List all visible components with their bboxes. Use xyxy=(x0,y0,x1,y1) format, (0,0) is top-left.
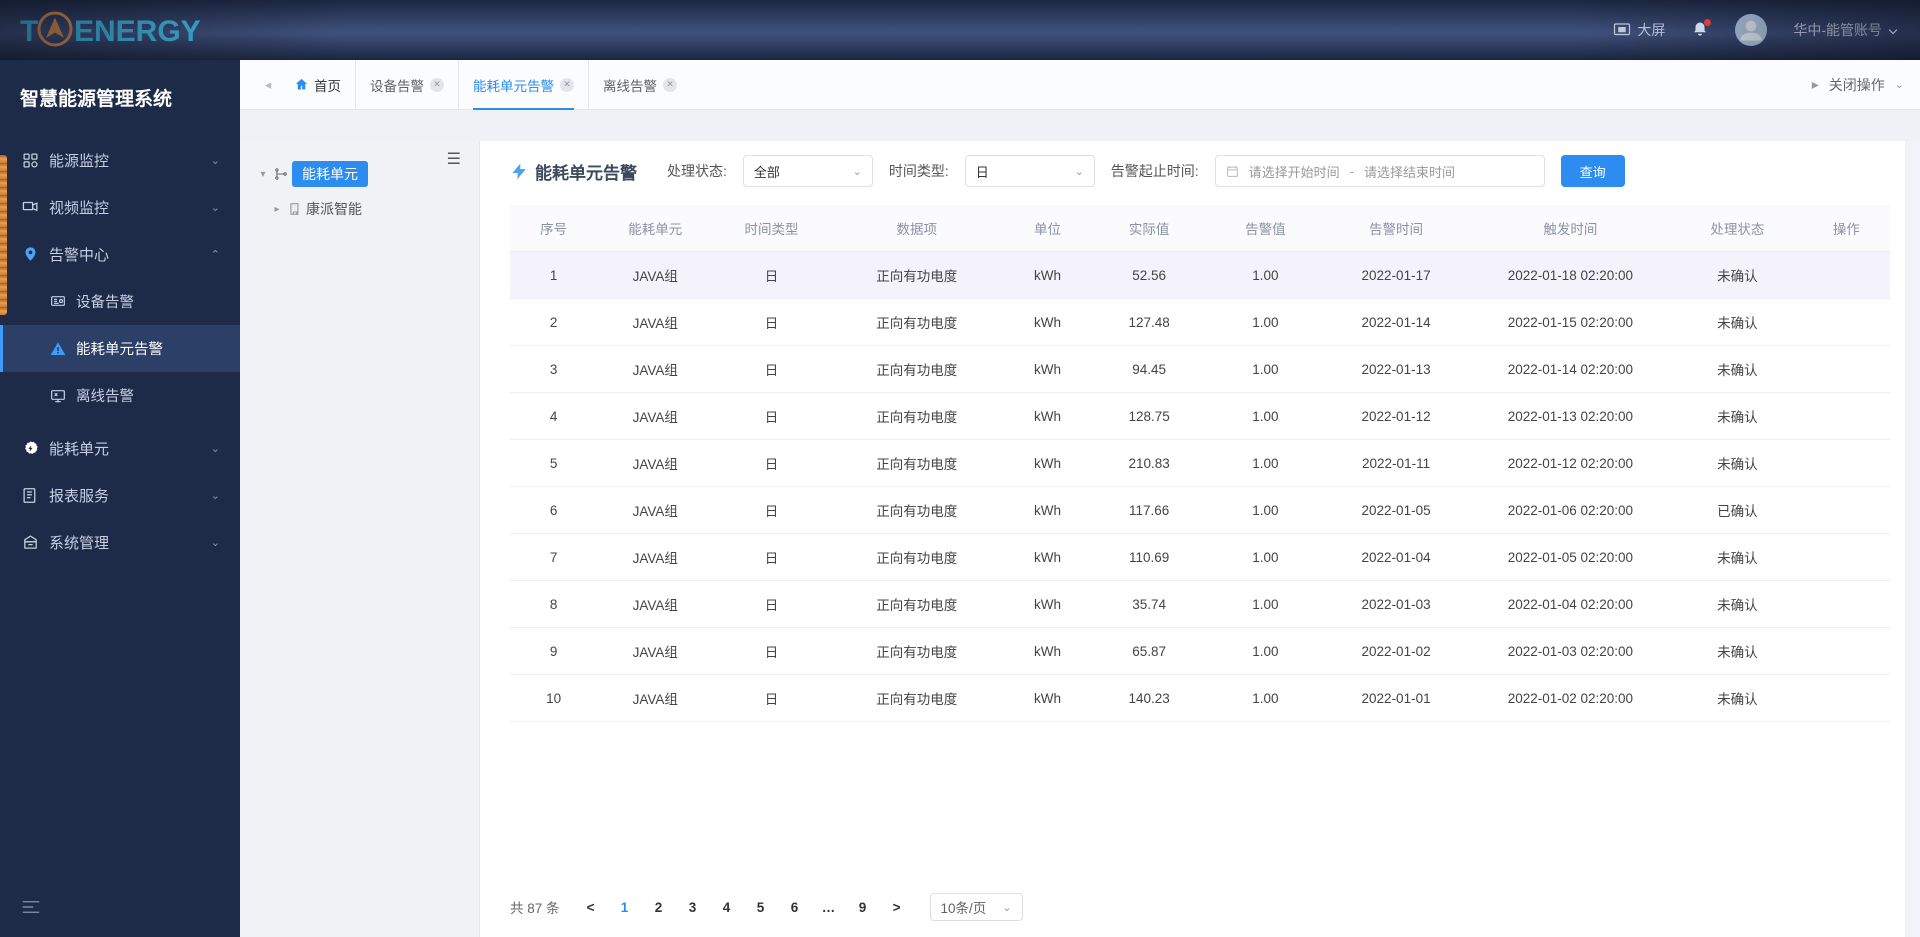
svg-text:ENERGY: ENERGY xyxy=(74,15,201,48)
svg-text:T: T xyxy=(20,15,38,48)
